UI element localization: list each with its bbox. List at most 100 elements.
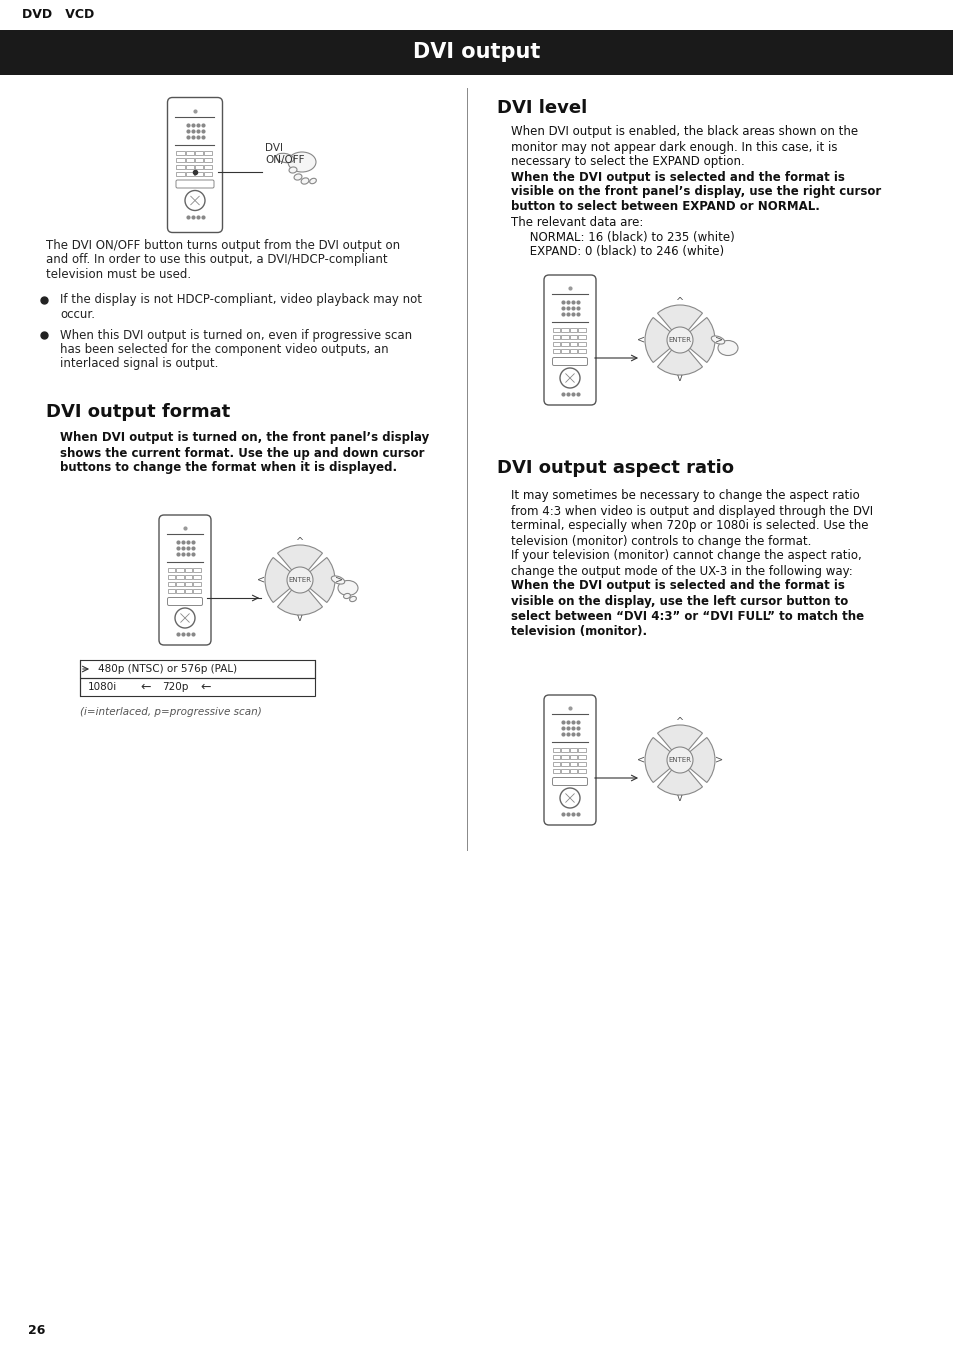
Bar xyxy=(168,568,175,572)
Bar xyxy=(578,762,585,766)
Bar xyxy=(569,343,577,345)
Bar xyxy=(80,679,314,696)
Bar xyxy=(578,335,585,339)
Text: from 4:3 when video is output and displayed through the DVI: from 4:3 when video is output and displa… xyxy=(511,505,872,518)
Text: v: v xyxy=(677,793,682,803)
Ellipse shape xyxy=(349,596,356,602)
Text: ←: ← xyxy=(200,680,211,693)
Wedge shape xyxy=(657,759,701,795)
Bar xyxy=(186,165,193,169)
Bar xyxy=(561,769,568,773)
Bar xyxy=(176,581,184,585)
Bar xyxy=(168,581,175,585)
Bar xyxy=(561,755,568,759)
Text: change the output mode of the UX-3 in the following way:: change the output mode of the UX-3 in th… xyxy=(511,564,852,577)
Text: ^: ^ xyxy=(295,537,304,546)
Text: shows the current format. Use the up and down cursor: shows the current format. Use the up and… xyxy=(60,447,424,460)
Bar xyxy=(204,151,213,155)
Bar xyxy=(569,349,577,353)
Ellipse shape xyxy=(337,580,357,595)
Wedge shape xyxy=(277,580,322,615)
Bar xyxy=(561,747,568,751)
FancyBboxPatch shape xyxy=(168,97,222,232)
Bar xyxy=(185,590,193,594)
Text: (i=interlaced, p=progressive scan): (i=interlaced, p=progressive scan) xyxy=(80,707,261,718)
Text: ←: ← xyxy=(140,680,151,693)
Text: ON/OFF: ON/OFF xyxy=(265,155,304,165)
Text: ENTER: ENTER xyxy=(668,757,691,764)
Text: television must be used.: television must be used. xyxy=(46,268,191,282)
Text: >: > xyxy=(335,575,343,585)
Bar xyxy=(561,762,568,766)
FancyBboxPatch shape xyxy=(159,515,211,645)
Bar xyxy=(193,568,201,572)
Ellipse shape xyxy=(288,152,315,173)
Text: DVI level: DVI level xyxy=(497,98,587,117)
Bar xyxy=(194,171,203,175)
Text: >: > xyxy=(714,335,722,345)
Text: monitor may not appear dark enough. In this case, it is: monitor may not appear dark enough. In t… xyxy=(511,140,837,154)
Bar xyxy=(569,747,577,751)
Text: It may sometimes be necessary to change the aspect ratio: It may sometimes be necessary to change … xyxy=(511,490,859,502)
Text: ENTER: ENTER xyxy=(288,577,312,583)
Text: 720p: 720p xyxy=(162,683,188,692)
Ellipse shape xyxy=(718,340,738,356)
Bar xyxy=(553,343,560,345)
Bar xyxy=(553,769,560,773)
Text: buttons to change the format when it is displayed.: buttons to change the format when it is … xyxy=(60,461,396,475)
Bar xyxy=(553,349,560,353)
Bar xyxy=(176,158,185,162)
Wedge shape xyxy=(265,557,299,603)
Bar xyxy=(176,575,184,579)
Text: ^: ^ xyxy=(676,718,683,727)
Text: ^: ^ xyxy=(676,297,683,308)
Text: >: > xyxy=(714,755,722,765)
Bar xyxy=(569,335,577,339)
Wedge shape xyxy=(277,545,322,580)
Text: NORMAL: 16 (black) to 235 (white): NORMAL: 16 (black) to 235 (white) xyxy=(511,231,734,244)
Ellipse shape xyxy=(294,174,301,179)
Circle shape xyxy=(666,747,692,773)
Bar xyxy=(561,343,568,345)
Bar xyxy=(176,165,185,169)
Bar xyxy=(185,568,193,572)
Bar xyxy=(569,762,577,766)
Bar xyxy=(578,769,585,773)
Wedge shape xyxy=(644,317,679,363)
Text: and off. In order to use this output, a DVI/HDCP-compliant: and off. In order to use this output, a … xyxy=(46,254,387,267)
Bar xyxy=(194,151,203,155)
Text: The relevant data are:: The relevant data are: xyxy=(511,216,642,228)
Ellipse shape xyxy=(301,178,309,183)
Bar xyxy=(569,328,577,332)
Bar xyxy=(553,762,560,766)
Text: television (monitor) controls to change the format.: television (monitor) controls to change … xyxy=(511,534,810,548)
Text: When the DVI output is selected and the format is: When the DVI output is selected and the … xyxy=(511,170,844,183)
Text: v: v xyxy=(677,374,682,383)
Text: television (monitor).: television (monitor). xyxy=(511,625,646,638)
Text: DVI output: DVI output xyxy=(413,43,540,62)
Text: select between “DVI 4:3” or “DVI FULL” to match the: select between “DVI 4:3” or “DVI FULL” t… xyxy=(511,610,863,622)
Text: ENTER: ENTER xyxy=(668,337,691,343)
Wedge shape xyxy=(679,317,714,363)
Bar xyxy=(561,335,568,339)
Text: interlaced signal is output.: interlaced signal is output. xyxy=(60,356,218,370)
Wedge shape xyxy=(657,340,701,375)
Text: EXPAND: 0 (black) to 246 (white): EXPAND: 0 (black) to 246 (white) xyxy=(511,246,723,259)
Bar xyxy=(578,343,585,345)
Text: The DVI ON/OFF button turns output from the DVI output on: The DVI ON/OFF button turns output from … xyxy=(46,239,399,251)
Bar xyxy=(578,747,585,751)
Bar xyxy=(553,328,560,332)
Text: <: < xyxy=(637,335,644,345)
Text: terminal, especially when 720p or 1080i is selected. Use the: terminal, especially when 720p or 1080i … xyxy=(511,519,867,533)
Ellipse shape xyxy=(289,167,296,173)
Bar xyxy=(176,151,185,155)
Wedge shape xyxy=(657,305,701,340)
Circle shape xyxy=(666,326,692,353)
Text: DVD   VCD: DVD VCD xyxy=(22,8,94,22)
Bar xyxy=(204,171,213,175)
Bar xyxy=(553,747,560,751)
Text: If the display is not HDCP-compliant, video playback may not: If the display is not HDCP-compliant, vi… xyxy=(60,294,421,306)
Text: DVI: DVI xyxy=(265,143,283,152)
Bar xyxy=(193,581,201,585)
Text: DVI output format: DVI output format xyxy=(46,403,230,421)
